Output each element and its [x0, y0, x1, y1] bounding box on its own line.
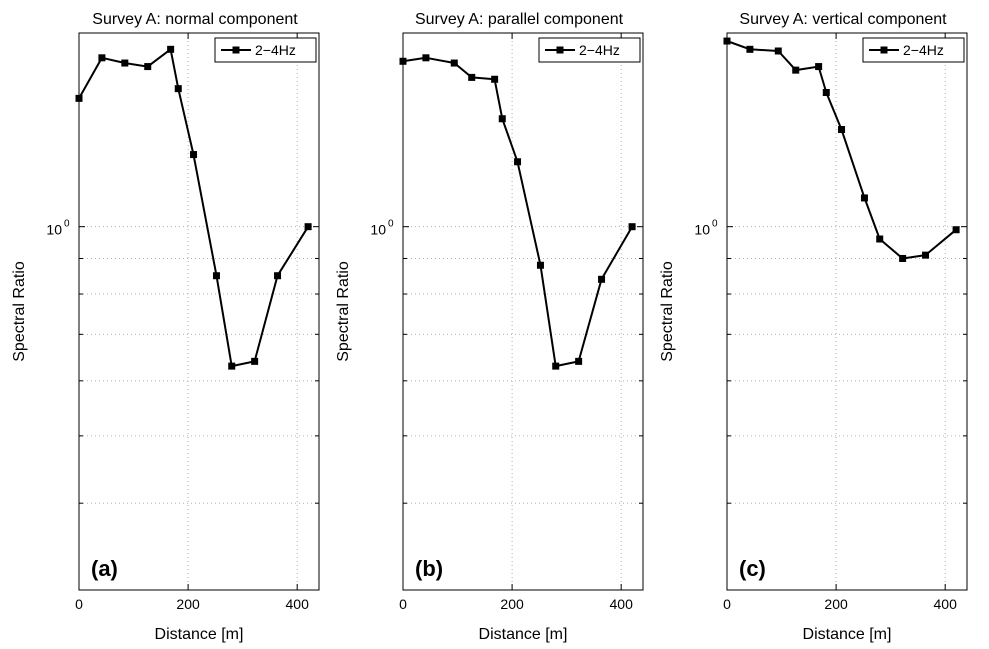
y-axis-label: Spectral Ratio	[659, 261, 676, 362]
panel-tag: (a)	[91, 556, 118, 581]
data-point	[491, 75, 499, 83]
series-line	[78, 48, 309, 368]
y-tick-label: 10	[370, 222, 386, 238]
panel-title: Survey A: parallel component	[415, 11, 624, 28]
x-tick-label: 0	[399, 596, 407, 612]
y-tick-exponent: 0	[388, 219, 394, 230]
y-tick-label: 10	[46, 222, 62, 238]
panel-tag: (b)	[415, 556, 443, 581]
legend-label: 2−4Hz	[903, 42, 944, 58]
x-tick-label: 200	[824, 596, 848, 612]
plot-frame	[402, 32, 644, 591]
legend-label: 2−4Hz	[255, 42, 296, 58]
y-axis-label: Spectral Ratio	[11, 261, 28, 362]
plot-frame	[726, 32, 968, 591]
x-tick-label: 400	[286, 596, 310, 612]
legend-marker	[232, 46, 240, 54]
data-point	[598, 275, 606, 283]
data-point	[628, 223, 636, 231]
data-point	[251, 357, 259, 365]
data-point	[575, 357, 583, 365]
x-tick-label: 200	[176, 596, 200, 612]
plot-area	[727, 33, 967, 590]
plot-area	[79, 33, 319, 590]
data-point	[552, 362, 560, 370]
legend-marker	[880, 46, 888, 54]
data-point	[304, 223, 312, 231]
data-point	[838, 125, 846, 133]
legend-label: 2−4Hz	[579, 42, 620, 58]
data-point	[212, 272, 220, 280]
plot-frame	[78, 32, 320, 591]
x-axis-label: Distance [m]	[155, 626, 244, 643]
data-point	[536, 261, 544, 269]
x-tick-label: 400	[610, 596, 634, 612]
data-point	[450, 59, 458, 67]
panel-title: Survey A: normal component	[92, 11, 298, 28]
series-line	[726, 40, 957, 260]
data-point	[98, 54, 106, 62]
data-point	[746, 45, 754, 53]
plot-area	[403, 33, 643, 590]
data-point	[422, 54, 430, 62]
y-tick-label: 10	[694, 222, 710, 238]
data-point	[190, 151, 198, 159]
data-point	[468, 73, 476, 81]
x-axis-label: Distance [m]	[479, 626, 568, 643]
data-point	[952, 226, 960, 234]
data-point	[723, 37, 731, 45]
x-tick-label: 400	[934, 596, 958, 612]
data-point	[792, 66, 800, 74]
data-point	[144, 63, 152, 71]
data-point	[399, 57, 407, 65]
data-point	[822, 88, 830, 96]
data-point	[815, 63, 823, 71]
data-point	[174, 85, 182, 93]
data-point	[860, 194, 868, 202]
data-point	[274, 272, 282, 280]
y-tick-exponent: 0	[64, 219, 70, 230]
data-point	[899, 254, 907, 262]
data-point	[75, 94, 83, 102]
x-tick-label: 0	[75, 596, 83, 612]
x-tick-label: 0	[723, 596, 731, 612]
y-tick-exponent: 0	[712, 219, 718, 230]
data-point	[876, 235, 884, 243]
data-point	[774, 47, 782, 55]
y-axis-label: Spectral Ratio	[335, 261, 352, 362]
panel-tag: (c)	[739, 556, 766, 581]
x-tick-label: 200	[500, 596, 524, 612]
panel-title: Survey A: vertical component	[739, 11, 947, 28]
series-line	[402, 56, 633, 368]
data-point	[498, 115, 506, 123]
x-axis-label: Distance [m]	[803, 626, 892, 643]
data-point	[167, 45, 175, 53]
data-point	[514, 158, 522, 166]
data-point	[228, 362, 236, 370]
legend-marker	[556, 46, 564, 54]
data-point	[922, 251, 930, 259]
data-point	[121, 59, 129, 67]
